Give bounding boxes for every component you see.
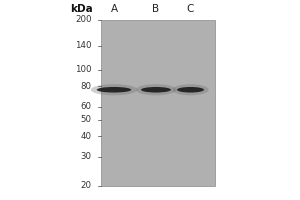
Text: B: B [152, 4, 160, 14]
Text: A: A [110, 4, 118, 14]
Text: 200: 200 [75, 16, 92, 24]
Text: 40: 40 [80, 132, 92, 141]
Text: 50: 50 [80, 115, 92, 124]
Ellipse shape [136, 84, 176, 95]
Text: kDa: kDa [70, 4, 93, 14]
Ellipse shape [141, 87, 171, 93]
Ellipse shape [91, 84, 137, 95]
Text: C: C [187, 4, 194, 14]
Ellipse shape [172, 84, 209, 95]
Ellipse shape [177, 87, 204, 93]
Text: 20: 20 [80, 182, 92, 190]
Text: 60: 60 [80, 102, 92, 111]
Text: 100: 100 [75, 65, 92, 74]
FancyBboxPatch shape [100, 20, 214, 186]
Text: 140: 140 [75, 41, 92, 50]
Text: 80: 80 [80, 82, 92, 91]
Text: 30: 30 [80, 152, 92, 161]
Ellipse shape [97, 87, 131, 93]
